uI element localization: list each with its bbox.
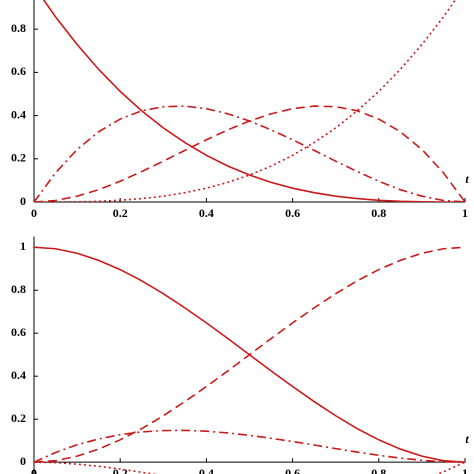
x-tick-label: 1	[462, 466, 468, 474]
y-tick-label: 0.6	[11, 64, 26, 78]
x-tick-label: 0.6	[285, 466, 300, 474]
x-tick-label: 0	[31, 466, 37, 474]
y-tick-label: 0.2	[11, 411, 26, 425]
y-tick-label: 0	[20, 194, 26, 208]
y-tick-label: 0	[20, 454, 26, 468]
x-tick-label: 0.8	[371, 466, 386, 474]
series-line	[33, 461, 466, 474]
series-line	[42, 0, 465, 202]
x-tick-label: 0.4	[199, 466, 214, 474]
y-tick-label: 0.8	[11, 21, 26, 35]
series-line	[33, 105, 466, 202]
y-tick-label: 0.2	[11, 151, 26, 165]
x-tick-label: 0.2	[113, 206, 128, 220]
chart: 0 0.2 0.4 0.6 0.8 1 0 0.2 0.4 0.6 0.8 1 t	[11, 236, 469, 474]
x-tick-label: 0.2	[113, 466, 128, 474]
x-axis-label: t	[465, 432, 469, 446]
y-tick-label: 0.4	[11, 107, 26, 121]
y-tick-label: 0.8	[11, 282, 26, 296]
x-tick-label: 0.4	[199, 206, 214, 220]
series-line	[33, 246, 466, 463]
y-tick-label: 1	[20, 239, 26, 253]
y-tick-label: 0.4	[11, 368, 26, 382]
x-tick-label: 0.8	[371, 206, 386, 220]
x-tick-label: 0.6	[285, 206, 300, 220]
chart: 0 0.2 0.4 0.6 0.8 0 0.2 0.4 0.6 0.8 1 t	[11, 0, 469, 220]
series-line	[34, 0, 457, 202]
x-axis-label: t	[465, 172, 469, 186]
x-tick-label: 0	[31, 206, 37, 220]
x-tick-label: 1	[462, 206, 468, 220]
series-line	[33, 429, 466, 463]
y-tick-label: 0.6	[11, 325, 26, 339]
